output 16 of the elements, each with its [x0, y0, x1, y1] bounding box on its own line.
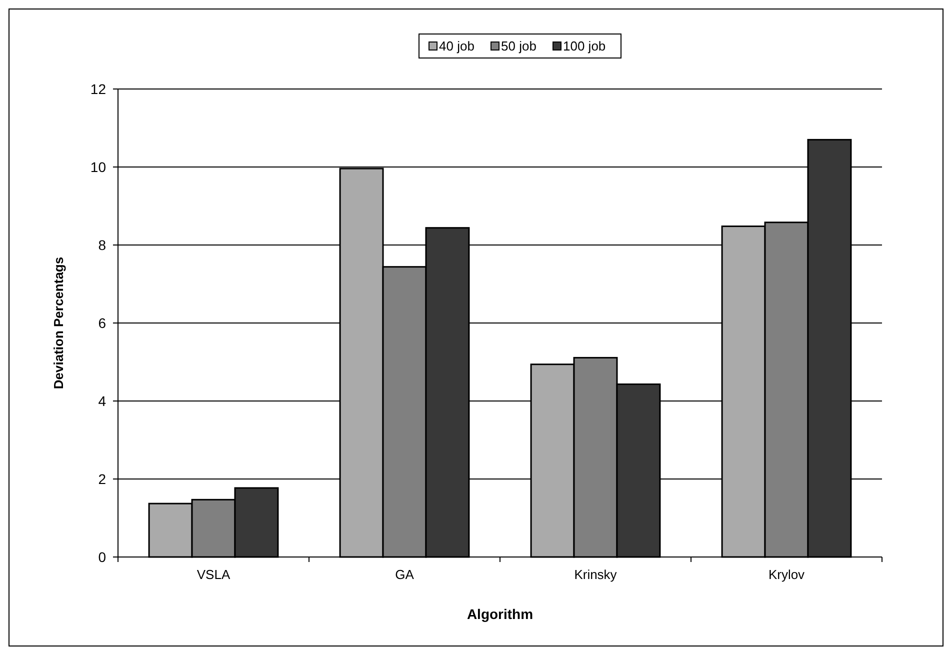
y-tick-label: 2 [98, 470, 106, 487]
legend-label: 100 job [563, 38, 606, 54]
legend-label: 40 job [439, 38, 474, 54]
y-tick-label: 4 [98, 392, 106, 409]
y-tick-label: 6 [98, 314, 106, 331]
y-tick-label: 0 [98, 548, 106, 565]
x-tick-label: VSLA [196, 567, 230, 582]
y-tick-label: 12 [90, 80, 106, 97]
x-axis-title: Algorithm [466, 606, 534, 622]
y-tick-label: 10 [90, 158, 106, 175]
x-tick-label: GA [395, 567, 414, 582]
y-axis-title: Deviation Percentags [51, 256, 66, 390]
legend-label: 50 job [501, 38, 536, 54]
x-tick-label: Krylov [768, 567, 806, 582]
y-tick-label: 8 [98, 236, 106, 253]
x-tick-label: Krinsky [574, 567, 618, 582]
